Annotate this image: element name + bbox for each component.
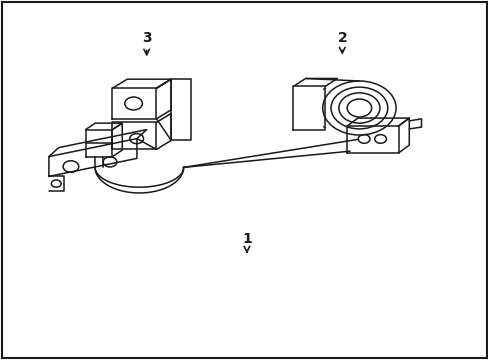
Text: 3: 3 — [142, 31, 151, 55]
Text: 1: 1 — [242, 233, 251, 252]
Text: 2: 2 — [337, 31, 346, 53]
